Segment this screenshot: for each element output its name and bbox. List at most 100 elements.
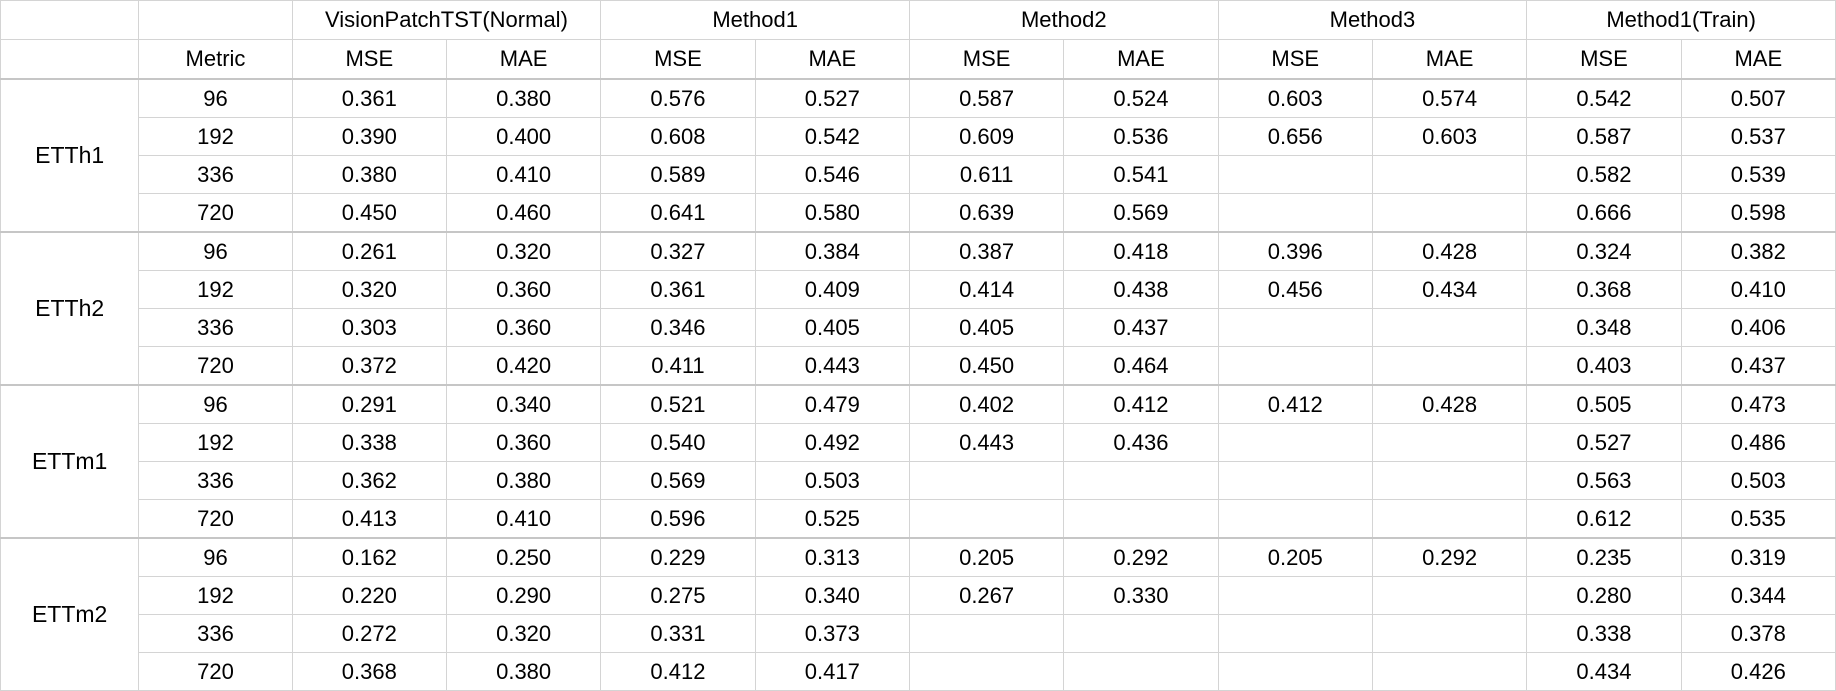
method-header-row: VisionPatchTST(Normal) Method1 Method2 M… xyxy=(0,0,1836,40)
value-cell: 0.546 xyxy=(754,155,910,194)
value-cell: 0.360 xyxy=(445,308,602,347)
value-cell: 0.361 xyxy=(291,78,447,118)
value-cell: 0.320 xyxy=(445,614,602,653)
value-cell xyxy=(1063,652,1219,691)
value-cell: 0.521 xyxy=(600,384,756,424)
value-cell: 0.275 xyxy=(600,576,756,615)
value-cell: 0.527 xyxy=(754,78,910,118)
value-cell xyxy=(908,499,1065,539)
value-cell: 0.582 xyxy=(1526,155,1682,194)
value-cell xyxy=(1217,308,1373,347)
value-cell: 0.409 xyxy=(754,270,910,309)
value-cell: 0.380 xyxy=(445,78,602,118)
value-cell: 0.410 xyxy=(445,155,602,194)
table-row: ETTm2 96 0.162 0.250 0.229 0.313 0.205 0.292 0.2… xyxy=(0,537,1836,691)
value-cell: 0.576 xyxy=(600,78,756,118)
value-cell: 0.580 xyxy=(754,193,910,233)
value-cell: 0.589 xyxy=(600,155,756,194)
value-cell: 0.327 xyxy=(600,231,756,271)
value-cell xyxy=(1063,499,1219,539)
value-cell: 0.473 xyxy=(1680,384,1836,424)
metric-header: MAE xyxy=(754,39,910,80)
table-row: ETTh2 96 0.261 0.320 0.327 0.384 0.387 0.418 0.3… xyxy=(0,231,1836,386)
value-cell: 0.434 xyxy=(1526,652,1682,691)
value-cell: 0.410 xyxy=(1680,270,1836,309)
value-cell: 0.608 xyxy=(600,117,756,156)
value-cell: 0.426 xyxy=(1680,652,1836,691)
value-cell: 0.456 xyxy=(1217,270,1373,309)
value-cell: 0.368 xyxy=(1526,270,1682,309)
value-cell: 0.666 xyxy=(1526,193,1682,233)
value-cell xyxy=(1371,423,1528,462)
method-header: Method1(Train) xyxy=(1526,0,1836,40)
value-cell: 0.418 xyxy=(1063,231,1219,271)
value-cell: 0.390 xyxy=(291,117,447,156)
method-header: Method1 xyxy=(600,0,910,40)
value-cell: 0.587 xyxy=(908,78,1065,118)
value-cell: 0.412 xyxy=(1217,384,1373,424)
value-cell: 0.405 xyxy=(908,308,1065,347)
value-cell xyxy=(908,461,1065,500)
dataset-label: ETTh2 xyxy=(0,231,140,386)
value-cell: 0.235 xyxy=(1526,537,1682,577)
table-row: 336 0.362 0.380 0.569 0.503 0.563 0.503 xyxy=(1,461,1836,500)
value-cell: 0.319 xyxy=(1680,537,1836,577)
table-row: 720 0.372 0.420 0.411 0.443 0.450 0.464 0.403 0.… xyxy=(1,346,1836,386)
table-row: 192 0.220 0.290 0.275 0.340 0.267 0.330 0.280 0.… xyxy=(1,576,1836,615)
dataset-label: ETTh1 xyxy=(0,78,140,233)
dataset-label: ETTm1 xyxy=(0,384,140,539)
value-cell: 0.486 xyxy=(1680,423,1836,462)
table-row: 192 0.320 0.360 0.361 0.409 0.414 0.438 0.456 0.… xyxy=(1,270,1836,309)
value-cell: 0.598 xyxy=(1680,193,1836,233)
value-cell xyxy=(1371,346,1528,386)
value-cell: 0.229 xyxy=(600,537,756,577)
horizon-cell: 336 xyxy=(138,308,293,347)
table-row: 192 0.390 0.400 0.608 0.542 0.609 0.536 0.656 0.… xyxy=(1,117,1836,156)
horizon-cell: 336 xyxy=(138,614,293,653)
value-cell xyxy=(1371,614,1528,653)
table-row: ETTh1 96 0.361 0.380 0.576 0.527 0.587 0.524 0.6… xyxy=(0,78,1836,233)
value-cell: 0.250 xyxy=(445,537,602,577)
value-cell xyxy=(1371,499,1528,539)
value-cell: 0.505 xyxy=(1526,384,1682,424)
value-cell: 0.378 xyxy=(1680,614,1836,653)
value-cell: 0.344 xyxy=(1680,576,1836,615)
table-row: 336 0.303 0.360 0.346 0.405 0.405 0.437 0.348 0.… xyxy=(1,308,1836,347)
value-cell: 0.360 xyxy=(445,423,602,462)
value-cell: 0.540 xyxy=(600,423,756,462)
value-cell: 0.537 xyxy=(1680,117,1836,156)
value-cell: 0.380 xyxy=(291,155,447,194)
value-cell: 0.563 xyxy=(1526,461,1682,500)
value-cell xyxy=(908,652,1065,691)
corner-cell xyxy=(0,0,140,40)
value-cell: 0.324 xyxy=(1526,231,1682,271)
value-cell: 0.405 xyxy=(754,308,910,347)
value-cell: 0.569 xyxy=(1063,193,1219,233)
value-cell: 0.313 xyxy=(754,537,910,577)
value-cell: 0.525 xyxy=(754,499,910,539)
value-cell: 0.412 xyxy=(1063,384,1219,424)
value-cell: 0.609 xyxy=(908,117,1065,156)
table-row: 336 0.272 0.320 0.331 0.373 0.338 0.378 xyxy=(1,614,1836,653)
value-cell xyxy=(1063,614,1219,653)
metric-header: MSE xyxy=(1217,39,1373,80)
value-cell: 0.291 xyxy=(291,384,447,424)
value-cell: 0.338 xyxy=(291,423,447,462)
horizon-cell: 96 xyxy=(138,78,293,118)
value-cell: 0.413 xyxy=(291,499,447,539)
value-cell: 0.290 xyxy=(445,576,602,615)
value-cell: 0.361 xyxy=(600,270,756,309)
value-cell: 0.503 xyxy=(754,461,910,500)
value-cell: 0.340 xyxy=(445,384,602,424)
value-cell: 0.437 xyxy=(1063,308,1219,347)
value-cell: 0.205 xyxy=(908,537,1065,577)
value-cell: 0.406 xyxy=(1680,308,1836,347)
value-cell xyxy=(1217,346,1373,386)
value-cell: 0.434 xyxy=(1371,270,1528,309)
value-cell: 0.320 xyxy=(291,270,447,309)
value-cell xyxy=(1371,461,1528,500)
value-cell: 0.414 xyxy=(908,270,1065,309)
method-header: Method2 xyxy=(908,0,1219,40)
value-cell xyxy=(1371,193,1528,233)
value-cell: 0.396 xyxy=(1217,231,1373,271)
